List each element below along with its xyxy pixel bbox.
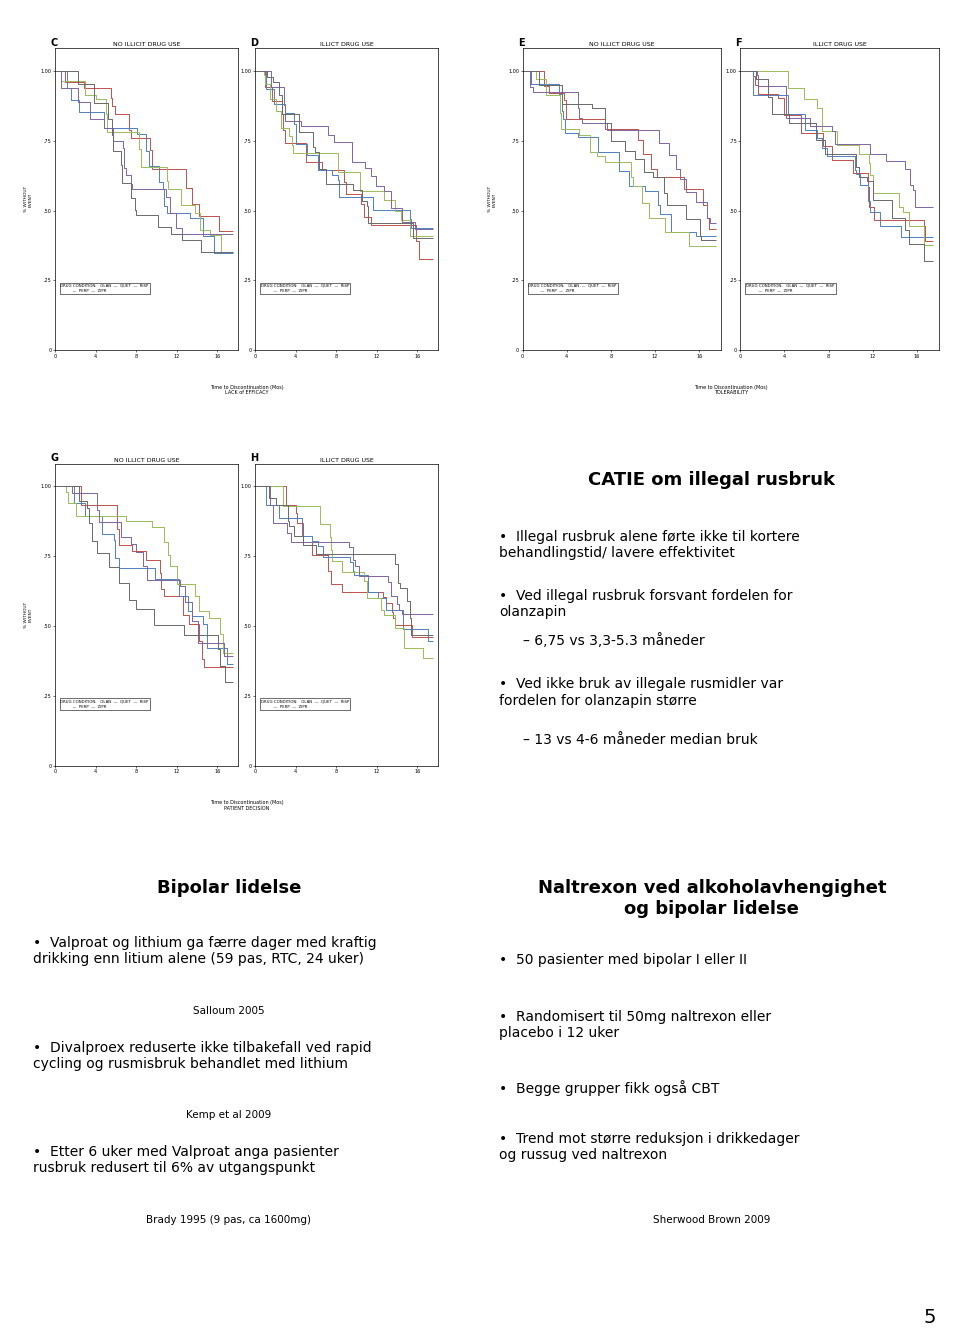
Text: – 13 vs 4-6 måneder median bruk: – 13 vs 4-6 måneder median bruk [522, 733, 757, 746]
Text: DRUG CONDITION:   OLAN  —  QUET  —  RISP
          —  PERP  —  ZIPR: DRUG CONDITION: OLAN — QUET — RISP — PER… [60, 699, 149, 709]
Text: DRUG CONDITION:   OLAN  —  QUET  —  RISP
          —  PERP  —  ZIPR: DRUG CONDITION: OLAN — QUET — RISP — PER… [529, 284, 617, 293]
Title: NO ILLICT DRUG USE: NO ILLICT DRUG USE [589, 42, 655, 47]
Text: 5: 5 [924, 1308, 936, 1327]
Title: NO ILLICT DRUG USE: NO ILLICT DRUG USE [113, 457, 180, 462]
Text: DRUG CONDITION:   OLAN  —  QUET  —  RISP
          —  PERP  —  ZIPR: DRUG CONDITION: OLAN — QUET — RISP — PER… [60, 284, 149, 293]
Text: Brady 1995 (9 pas, ca 1600mg): Brady 1995 (9 pas, ca 1600mg) [147, 1214, 311, 1225]
Text: CATIE om illegal rusbruk: CATIE om illegal rusbruk [588, 472, 835, 489]
Text: % WITHOUT
EVENT: % WITHOUT EVENT [489, 186, 496, 212]
Text: – 6,75 vs 3,3-5.3 måneder: – 6,75 vs 3,3-5.3 måneder [522, 634, 704, 649]
Title: ILLICT DRUG USE: ILLICT DRUG USE [813, 42, 867, 47]
Text: •  Divalproex reduserte ikke tilbakefall ved rapid
cycling og rusmisbruk behandl: • Divalproex reduserte ikke tilbakefall … [34, 1040, 372, 1071]
Title: NO ILLICIT DRUG USE: NO ILLICIT DRUG USE [112, 42, 180, 47]
Text: % WITHOUT
EVENT: % WITHOUT EVENT [25, 602, 33, 627]
Text: DRUG CONDITION:   OLAN  —  QUET  —  RISP
          —  PERP  —  ZIPR: DRUG CONDITION: OLAN — QUET — RISP — PER… [260, 699, 348, 709]
Text: Time to Discontinuation (Mos)
TOLERABILITY: Time to Discontinuation (Mos) TOLERABILI… [694, 385, 768, 395]
Text: •  Illegal rusbruk alene førte ikke til kortere
behandlingstid/ lavere effektivi: • Illegal rusbruk alene førte ikke til k… [499, 529, 800, 560]
Text: H: H [251, 453, 258, 462]
Text: Kemp et al 2009: Kemp et al 2009 [186, 1110, 272, 1120]
Text: G: G [50, 453, 59, 462]
Text: Bipolar lidelse: Bipolar lidelse [156, 879, 301, 898]
Text: C: C [50, 38, 58, 47]
Text: Time to Discontinuation (Mos)
LACK of EFFICACY: Time to Discontinuation (Mos) LACK of EF… [209, 385, 283, 395]
Title: ILLICT DRUG USE: ILLICT DRUG USE [320, 42, 373, 47]
Text: DRUG CONDITION:   OLAN  —  QUET  —  RISP
          —  PERP  —  ZIPR: DRUG CONDITION: OLAN — QUET — RISP — PER… [746, 284, 834, 293]
Text: •  Valproat og lithium ga færre dager med kraftig
drikking enn litium alene (59 : • Valproat og lithium ga færre dager med… [34, 935, 377, 966]
Text: •  Ved ikke bruk av illegale rusmidler var
fordelen for olanzapin større: • Ved ikke bruk av illegale rusmidler va… [499, 678, 783, 708]
Text: % WITHOUT
EVENT: % WITHOUT EVENT [25, 186, 33, 212]
Text: Time to Discontinuation (Mos)
PATIENT DECISION: Time to Discontinuation (Mos) PATIENT DE… [209, 800, 283, 811]
Text: •  50 pasienter med bipolar I eller II: • 50 pasienter med bipolar I eller II [499, 954, 747, 967]
Text: •  Randomisert til 50mg naltrexon eller
placebo i 12 uker: • Randomisert til 50mg naltrexon eller p… [499, 1010, 771, 1040]
Text: •  Ved illegal rusbruk forsvant fordelen for
olanzapin: • Ved illegal rusbruk forsvant fordelen … [499, 590, 792, 619]
Text: Sherwood Brown 2009: Sherwood Brown 2009 [653, 1214, 771, 1225]
Text: •  Trend mot større reduksjon i drikkedager
og russug ved naltrexon: • Trend mot større reduksjon i drikkedag… [499, 1132, 800, 1162]
Text: •  Begge grupper fikk også CBT: • Begge grupper fikk også CBT [499, 1080, 719, 1096]
Text: Naltrexon ved alkoholavhengighet
og bipolar lidelse: Naltrexon ved alkoholavhengighet og bipo… [538, 879, 886, 918]
Title: ILLICT DRUG USE: ILLICT DRUG USE [320, 457, 373, 462]
Text: •  Etter 6 uker med Valproat anga pasienter
rusbruk redusert til 6% av utgangspu: • Etter 6 uker med Valproat anga pasient… [34, 1144, 339, 1175]
Text: Salloum 2005: Salloum 2005 [193, 1005, 265, 1016]
Text: D: D [251, 38, 258, 47]
Text: DRUG CONDITION:   OLAN  —  QUET  —  RISP
          —  PERP  —  ZIPR: DRUG CONDITION: OLAN — QUET — RISP — PER… [260, 284, 348, 293]
Text: F: F [735, 38, 742, 47]
Text: E: E [517, 38, 524, 47]
